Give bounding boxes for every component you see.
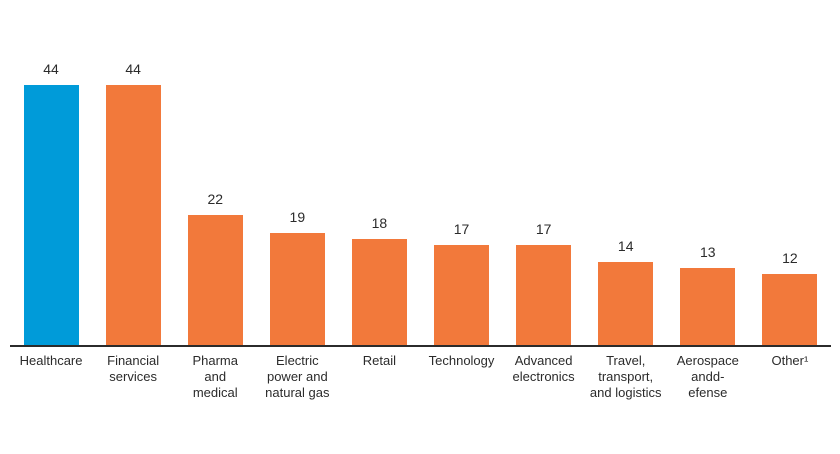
category-label: Pharma and medical bbox=[192, 353, 238, 400]
bar-group: 13 bbox=[667, 244, 749, 345]
category-label: Retail bbox=[362, 353, 397, 368]
bar-group: 44 bbox=[10, 61, 92, 345]
bar-group: 18 bbox=[338, 215, 420, 345]
bar-value-label: 14 bbox=[617, 238, 634, 254]
bar bbox=[434, 245, 490, 345]
category-label: Electric power and natural gas bbox=[265, 353, 330, 400]
bar bbox=[105, 85, 161, 345]
bar-value-label: 44 bbox=[43, 61, 59, 77]
bar-group: 19 bbox=[256, 209, 338, 345]
bar-group: 17 bbox=[420, 221, 502, 345]
bar bbox=[762, 274, 818, 345]
bar-value-label: 18 bbox=[371, 215, 388, 231]
category-label: Travel, transport, and logistics bbox=[589, 353, 662, 400]
bar bbox=[680, 268, 736, 345]
bar-value-label: 17 bbox=[535, 221, 552, 237]
bar-group: 14 bbox=[585, 238, 667, 345]
category-label: Aerospace andd- efense bbox=[676, 353, 739, 400]
category-labels: Healthcare Financial services Pharma and m… bbox=[10, 353, 831, 401]
bar bbox=[269, 233, 325, 345]
bar bbox=[187, 215, 243, 345]
bar-group: 22 bbox=[174, 191, 256, 345]
bar-value-label: 17 bbox=[453, 221, 470, 237]
bar-value-label: 44 bbox=[125, 61, 141, 77]
bar-group: 17 bbox=[503, 221, 585, 345]
bar-value-label: 13 bbox=[700, 244, 716, 260]
category-label: Technology bbox=[428, 353, 495, 368]
bar bbox=[598, 262, 654, 345]
bar bbox=[23, 85, 79, 345]
plot-area: 44 44 22 19 18 17 17 14 13 12 bbox=[10, 0, 831, 345]
bar-value-label: 12 bbox=[782, 250, 798, 266]
bar-value-label: 22 bbox=[207, 191, 224, 207]
bar-group: 44 bbox=[92, 61, 174, 345]
bar bbox=[351, 239, 407, 345]
x-axis-baseline bbox=[10, 345, 831, 347]
category-label: Financial services bbox=[107, 353, 160, 384]
category-label: Healthcare bbox=[19, 353, 83, 368]
category-label: Other¹ bbox=[771, 353, 809, 368]
bar-group: 12 bbox=[749, 250, 831, 345]
bar-value-label: 19 bbox=[289, 209, 306, 225]
category-label: Advanced electronics bbox=[512, 353, 575, 384]
bar bbox=[516, 245, 572, 345]
